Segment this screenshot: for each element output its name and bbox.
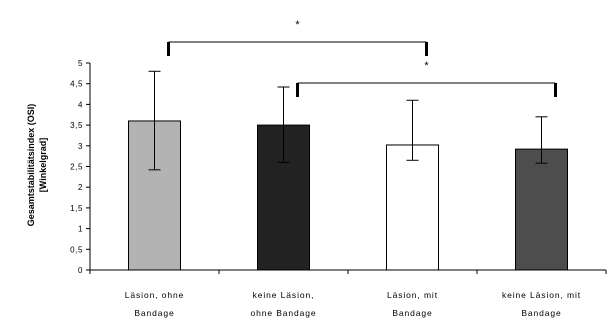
y-tick-label: 1,5 (70, 204, 83, 213)
y-tick-label: 1 (78, 225, 83, 234)
x-category-label: keine Läsion, mit (502, 290, 581, 300)
y-tick-label: 0,5 (70, 245, 83, 254)
y-tick-label: 4,5 (70, 80, 83, 89)
y-tick-label: 4 (78, 100, 83, 109)
y-axis-title-line2: [Winkelgrad] (38, 138, 48, 192)
bar (387, 145, 439, 270)
y-tick-label: 3,5 (70, 121, 83, 130)
y-axis-title-line1: Gesamtstabilitätsindex (OSI) (26, 104, 36, 227)
category-labels: Läsion, ohne Bandage keine Läsion, ohne Ban… (125, 290, 581, 318)
y-tick-label: 2 (78, 183, 83, 192)
y-tick-label: 5 (78, 59, 83, 68)
y-tick-label: 0 (78, 266, 83, 275)
error-bars (149, 71, 548, 170)
x-category-label: Bandage (521, 308, 561, 318)
bar (516, 149, 568, 270)
x-category-label: Läsion, mit (387, 290, 438, 300)
y-axis-title: Gesamtstabilitätsindex (OSI) [Winkelgrad… (26, 104, 48, 227)
significance-brackets: ** (169, 19, 556, 97)
x-category-label: Läsion, ohne (125, 290, 184, 300)
significance-marker: * (424, 60, 429, 72)
significance-marker: * (295, 19, 300, 31)
y-tick-label: 3 (78, 142, 83, 151)
x-category-label: Bandage (134, 308, 174, 318)
y-tick-label: 2,5 (70, 163, 83, 172)
x-category-label: ohne Bandage (250, 308, 316, 318)
x-category-label: keine Läsion, (253, 290, 315, 300)
x-category-label: Bandage (392, 308, 432, 318)
bars (129, 121, 568, 270)
